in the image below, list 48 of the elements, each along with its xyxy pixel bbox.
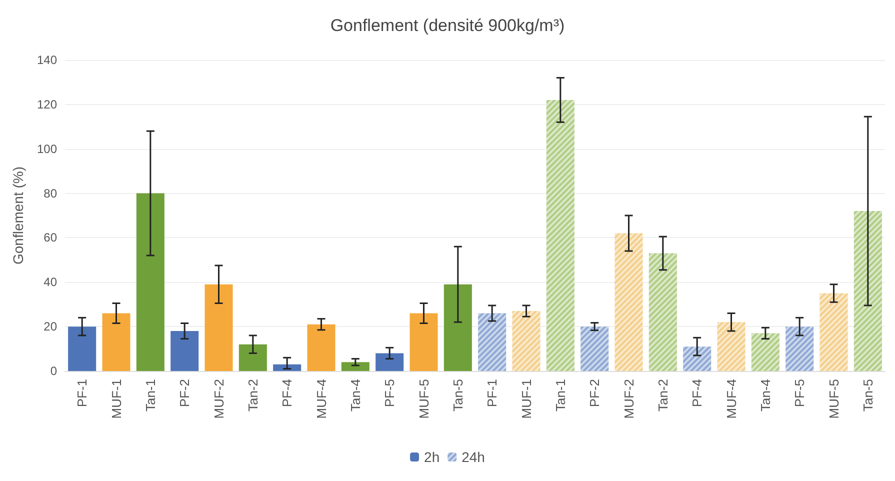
x-tick-label: Tan-4 (758, 379, 773, 412)
bar (238, 344, 267, 371)
bar (273, 364, 302, 371)
bar (136, 193, 164, 371)
x-tick-label: PF-4 (280, 379, 295, 408)
x-tick-label: Tan-1 (142, 379, 158, 412)
x-tick-label: Tan-2 (655, 379, 670, 412)
y-tick-label: 0 (50, 364, 58, 378)
x-tick-label: PF-1 (74, 379, 90, 408)
x-tick-label: Tan-2 (245, 379, 260, 412)
bar (68, 326, 96, 371)
x-tick-label: Tan-1 (552, 379, 568, 412)
y-tick-label: 80 (44, 186, 58, 200)
x-tick-label: MUF-2 (621, 379, 636, 419)
y-tick-label: 40 (44, 275, 58, 290)
bar (376, 353, 404, 371)
bar (410, 313, 438, 371)
y-tick-label: 120 (36, 97, 58, 112)
bar (341, 362, 370, 371)
y-axis-title: Gonflement (%) (10, 166, 26, 265)
x-tick-label: MUF-5 (416, 379, 432, 419)
x-tick-label: MUF-4 (314, 379, 329, 419)
x-tick-label: PF-1 (484, 379, 500, 408)
x-tick-label: PF-5 (382, 379, 398, 408)
x-tick-label: PF-5 (792, 379, 808, 408)
x-tick-label: Tan-4 (348, 379, 363, 412)
x-tick-label: MUF-4 (724, 379, 739, 419)
x-tick-label: MUF-1 (518, 379, 534, 419)
x-tick-label: PF-2 (587, 379, 602, 408)
legend-label: 24h (462, 449, 485, 465)
bar (204, 284, 233, 371)
x-tick-label: PF-2 (177, 379, 192, 408)
chart-title: Gonflement (densité 900kg/m³) (330, 16, 565, 35)
bar (444, 284, 472, 371)
x-tick-label: Tan-5 (450, 379, 466, 412)
x-tick-label: MUF-2 (211, 379, 226, 419)
y-tick-label: 100 (36, 142, 58, 156)
x-tick-label: PF-4 (690, 379, 705, 408)
bar (307, 324, 336, 371)
x-tick-label: MUF-5 (826, 379, 842, 419)
x-tick-label: Tan-5 (860, 379, 876, 412)
x-tick-label: MUF-1 (108, 379, 124, 419)
y-tick-label: 140 (36, 53, 58, 67)
bar (170, 331, 199, 371)
y-tick-label: 60 (44, 230, 58, 245)
legend-label: 2h (424, 449, 440, 465)
y-tick-label: 20 (44, 320, 58, 334)
bar (102, 313, 130, 371)
